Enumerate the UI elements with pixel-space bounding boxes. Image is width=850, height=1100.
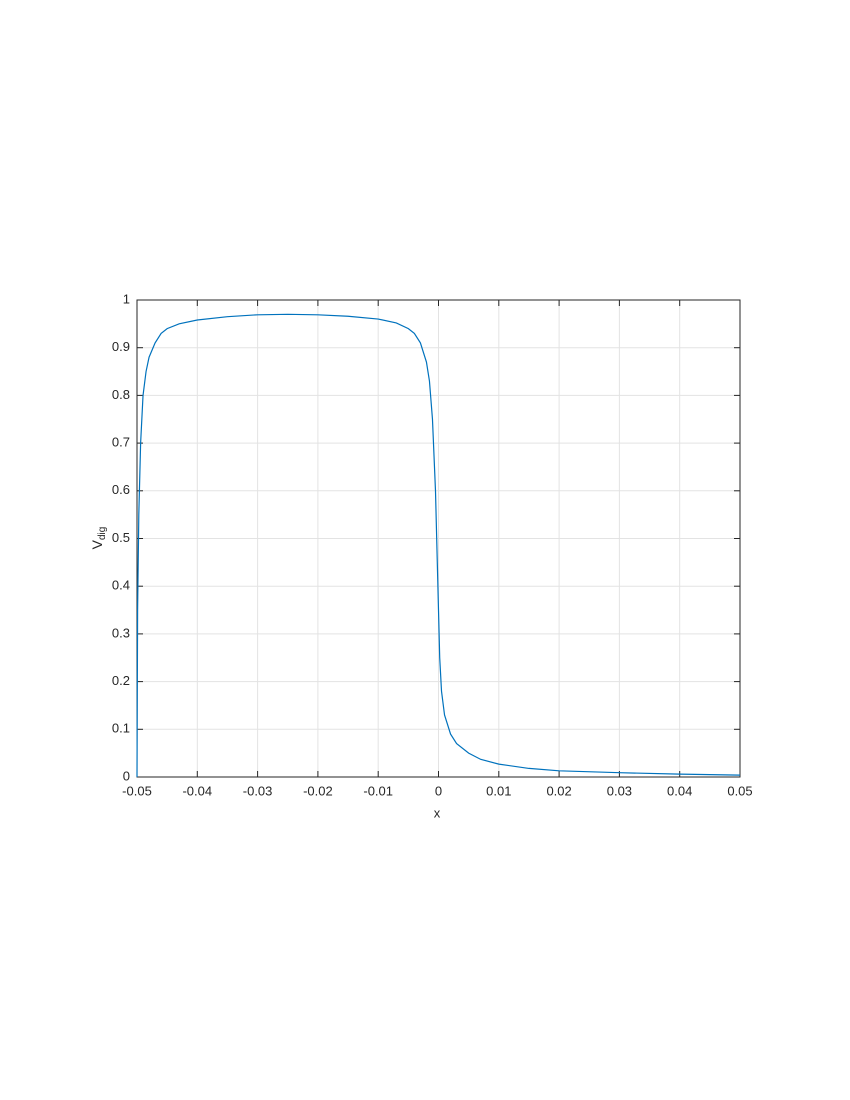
x-tick-label: -0.04 — [182, 783, 212, 798]
x-tick-label: 0.03 — [607, 783, 632, 798]
y-tick-label: 0.5 — [112, 530, 130, 545]
y-tick-label: 0.6 — [112, 482, 130, 497]
y-tick-label: 0.7 — [112, 435, 130, 450]
x-tick-label: 0.05 — [727, 783, 752, 798]
y-tick-label: 0.9 — [112, 339, 130, 354]
x-tick-label: -0.03 — [243, 783, 273, 798]
x-axis-label: x — [434, 805, 441, 820]
y-axis-label-main: V — [89, 539, 105, 549]
x-tick-label: -0.05 — [122, 783, 152, 798]
x-tick-label: 0.02 — [546, 783, 571, 798]
y-tick-label: 0.2 — [112, 673, 130, 688]
data-line — [136, 313, 741, 778]
x-tick-label: -0.02 — [303, 783, 333, 798]
y-tick-label: 0 — [123, 768, 130, 783]
y-tick-label: 0.3 — [112, 625, 130, 640]
y-axis-label: Vdig — [89, 527, 108, 550]
y-axis-label-subscript: dig — [97, 527, 108, 540]
y-tick-label: 0.1 — [112, 721, 130, 736]
y-tick-label: 0.8 — [112, 387, 130, 402]
x-tick-label: 0.04 — [667, 783, 692, 798]
x-tick-label: 0.01 — [486, 783, 511, 798]
y-tick-label: 1 — [123, 291, 130, 306]
x-tick-label: 0 — [435, 783, 442, 798]
y-tick-label: 0.4 — [112, 578, 130, 593]
axes-box — [136, 299, 741, 778]
x-tick-label: -0.01 — [363, 783, 393, 798]
